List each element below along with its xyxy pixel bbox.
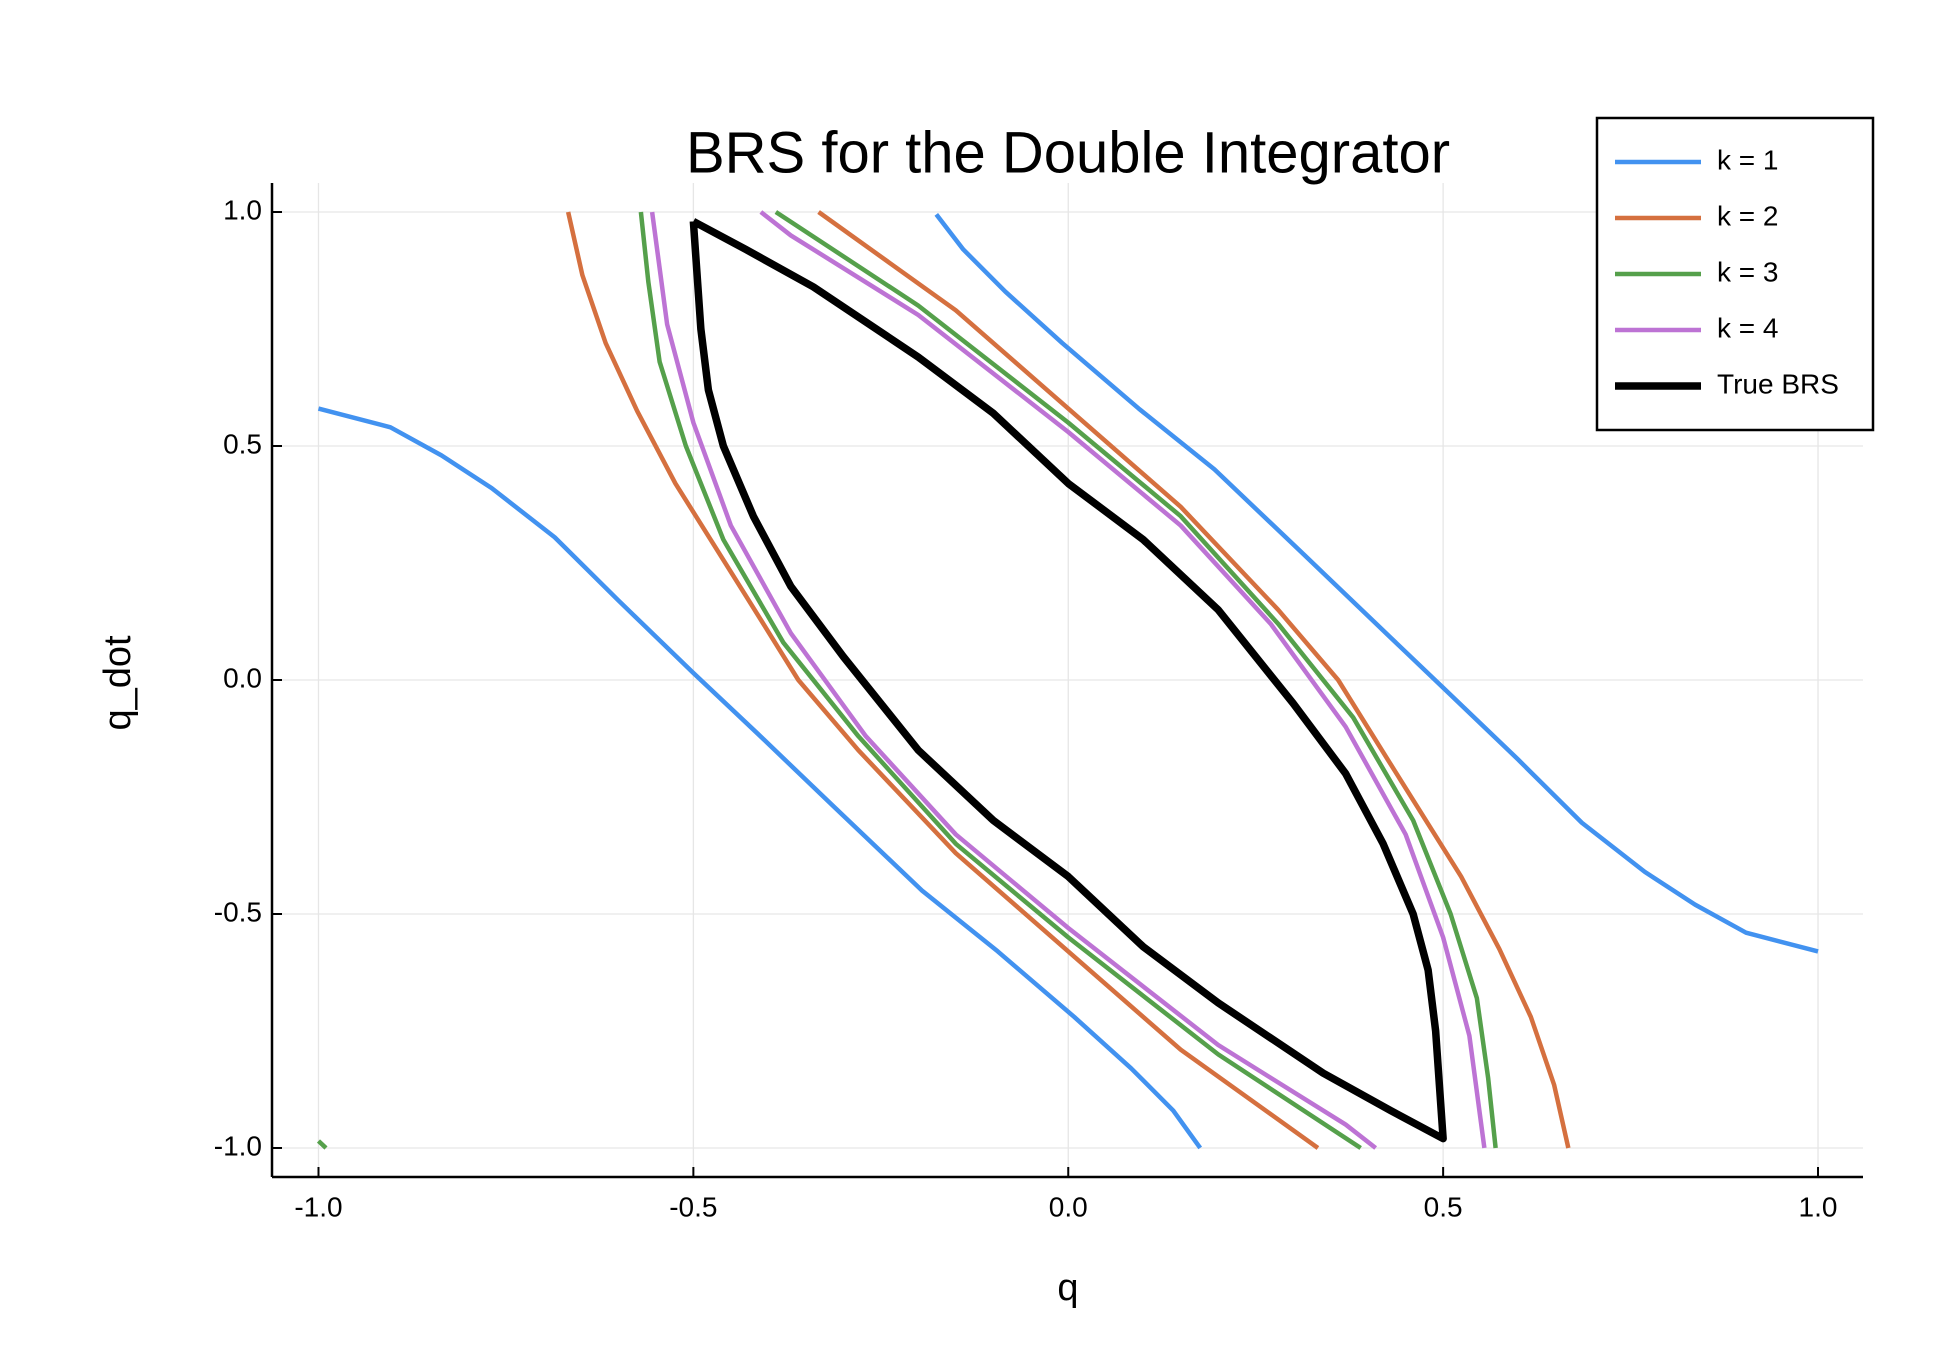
series-line — [316, 1139, 328, 1150]
series-line — [565, 211, 1320, 1150]
series-line — [649, 211, 1378, 1150]
series-line — [934, 212, 1819, 954]
series-line — [638, 211, 1362, 1150]
series-line — [689, 218, 1447, 1143]
x-tick-label: 0.5 — [1424, 1191, 1463, 1222]
legend-label: k = 4 — [1717, 312, 1778, 343]
x-axis-label: q — [1057, 1267, 1078, 1309]
chart-title: BRS for the Double Integrator — [686, 120, 1450, 185]
series-line — [774, 210, 1498, 1149]
y-tick-label: 1.0 — [223, 194, 262, 225]
x-tick-label: 1.0 — [1799, 1191, 1838, 1222]
legend-label: k = 3 — [1717, 256, 1778, 287]
legend-label: k = 2 — [1717, 200, 1778, 231]
series-line — [817, 210, 1571, 1149]
legend-label: True BRS — [1717, 368, 1839, 399]
y-axis-label: q_dot — [97, 635, 139, 731]
y-tick-label: -1.0 — [214, 1130, 262, 1161]
series-line — [759, 210, 1487, 1149]
y-tick-label: -0.5 — [214, 896, 262, 927]
x-tick-label: -0.5 — [669, 1191, 717, 1222]
series-line — [317, 406, 1203, 1150]
x-tick-label: 0.0 — [1049, 1191, 1088, 1222]
y-tick-label: 0.0 — [223, 662, 262, 693]
legend-label: k = 1 — [1717, 144, 1778, 175]
x-tick-label: -1.0 — [294, 1191, 342, 1222]
y-tick-label: 0.5 — [223, 428, 262, 459]
